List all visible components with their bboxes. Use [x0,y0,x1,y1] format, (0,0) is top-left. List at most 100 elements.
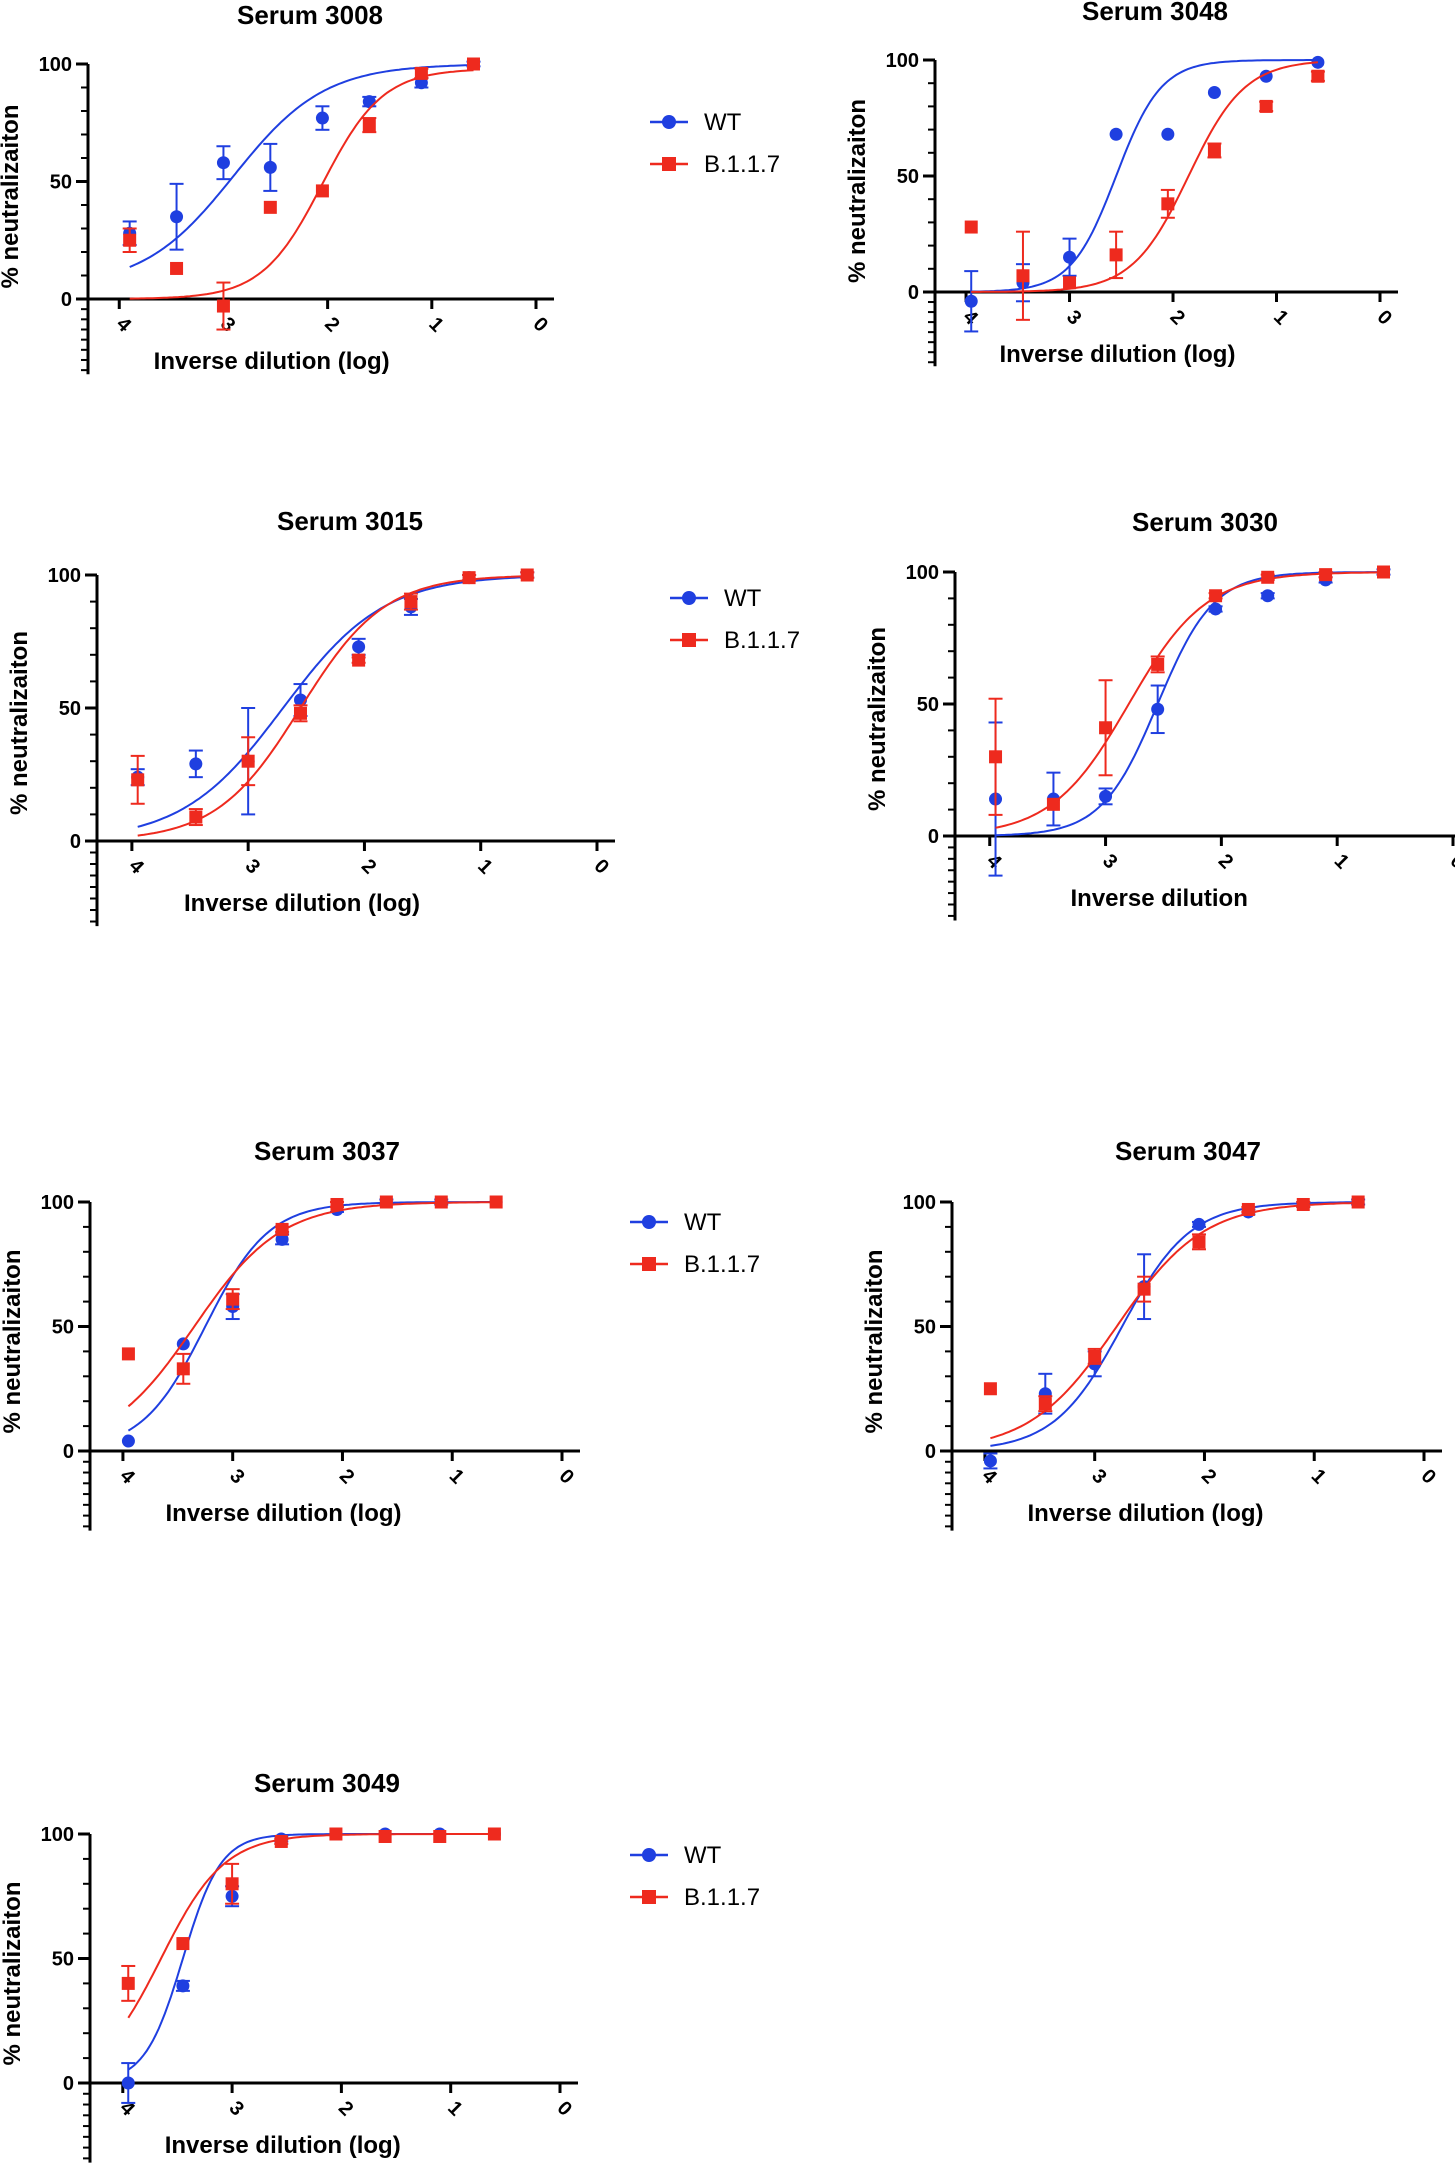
data-point-wt [1109,127,1123,141]
chart-title: Serum 3030 [1132,507,1278,537]
data-point-b117 [1261,570,1275,584]
legend-marker-b117 [682,633,696,647]
data-point-wt [1192,1217,1206,1231]
data-point-wt [1151,702,1165,716]
data-point-b117 [226,1292,240,1306]
data-point-wt [1099,789,1113,803]
x-tick-label: 1 [1269,306,1292,329]
data-point-wt [121,1434,135,1448]
data-point-wt [1063,250,1077,264]
data-point-b117 [1038,1397,1052,1411]
y-tick-label: 50 [897,166,919,188]
data-point-wt [170,210,184,224]
x-tick-label: 0 [1446,850,1455,873]
data-point-b117 [1207,143,1221,157]
x-tick-label: 2 [1197,1465,1220,1488]
y-tick-label: 100 [41,1824,74,1846]
x-tick-label: 1 [424,313,447,336]
legend: WT B.1.1.7 [630,1842,760,1911]
data-point-b117 [378,1829,392,1843]
data-point-b117 [189,810,203,824]
data-point-b117 [263,200,277,214]
data-point-b117 [1351,1195,1365,1209]
data-point-wt [1209,602,1223,616]
data-point-wt [1207,85,1221,99]
legend-label: B.1.1.7 [724,627,800,654]
legend-label: WT [684,1209,722,1236]
data-point-b117 [1319,568,1333,582]
data-point-b117 [433,1829,447,1843]
legend: WT B.1.1.7 [650,109,780,178]
x-tick-label: 0 [1417,1465,1440,1488]
data-point-wt [176,1979,190,1993]
x-tick-label: 3 [1087,1465,1110,1488]
data-point-b117 [1088,1349,1102,1363]
x-tick-label: 0 [1373,306,1396,329]
x-tick-label: 2 [320,313,343,336]
x-tick-label: 3 [1098,850,1121,873]
x-tick-label: 1 [443,2097,466,2120]
data-point-b117 [176,1937,190,1951]
y-tick-label: 100 [886,50,919,72]
data-point-b117 [1241,1202,1255,1216]
y-tick-label: 0 [63,2073,74,2095]
y-tick-label: 50 [52,1317,74,1339]
data-point-b117 [225,1877,239,1891]
data-point-b117 [964,220,978,234]
x-axis-label: Inverse dilution (log) [999,341,1235,368]
x-tick-label: 3 [241,855,264,878]
chart-panel: Serum 304805010043210Inverse dilution (l… [844,0,1398,368]
legend-label: B.1.1.7 [684,1251,760,1278]
legend-marker-b117 [642,1257,656,1271]
x-tick-label: 3 [225,1465,248,1488]
y-axis-label: % neutralizaiton [844,99,871,283]
x-tick-label: 2 [357,855,380,878]
data-point-wt [121,2076,135,2090]
y-tick-label: 0 [63,1441,74,1463]
legend-label: WT [704,109,742,136]
chart-title: Serum 3049 [254,1768,400,1798]
y-axis-label: % neutralizaiton [0,104,24,288]
y-tick-label: 100 [903,1192,936,1214]
data-point-b117 [362,118,376,132]
chart-title: Serum 3047 [1115,1136,1261,1166]
data-point-b117 [1161,197,1175,211]
y-tick-label: 50 [917,694,939,716]
data-point-b117 [275,1222,289,1236]
data-point-b117 [121,1347,135,1361]
x-axis-label: Inverse dilution [1070,885,1247,912]
chart-panel: Serum 3037 0 50 100 4 3 2 1 0 Inverse dilution (l… [0,1136,580,1531]
data-point-b117 [1296,1197,1310,1211]
data-point-b117 [1063,276,1077,290]
data-point-b117 [1151,657,1165,671]
x-tick-label: 0 [555,1465,578,1488]
data-point-wt [362,95,376,109]
data-point-b117 [274,1834,288,1848]
data-point-b117 [1016,269,1030,283]
data-point-wt [983,1454,997,1468]
y-tick-label: 50 [59,698,81,720]
y-axis-label: % neutralizaiton [0,1249,26,1433]
data-point-b117 [293,706,307,720]
y-tick-label: 0 [61,289,72,311]
fit-curve-wt [127,1201,497,1432]
data-point-wt [352,640,366,654]
x-axis-label: Inverse dilution (log) [154,348,390,375]
chart-panel: Serum 3030 0 50 100 4 3 2 1 0 Inverse dilution % n… [864,507,1455,921]
chart-title: Serum 3008 [237,0,383,30]
y-tick-label: 100 [39,54,72,76]
x-tick-label: 3 [225,2097,248,2120]
x-tick-label: 3 [1062,306,1085,329]
data-point-b117 [462,571,476,585]
chart-panel: Serum 3015 0 50 100 4 3 2 1 0 Inverse dilution (l… [6,506,615,927]
x-tick-label: 2 [334,2097,357,2120]
data-point-b117 [121,1976,135,1990]
x-tick-label: 1 [1307,1465,1330,1488]
data-point-b117 [989,750,1003,764]
x-tick-label: 2 [335,1465,358,1488]
data-point-b117 [330,1197,344,1211]
y-axis-label: % neutralizaiton [6,631,33,815]
